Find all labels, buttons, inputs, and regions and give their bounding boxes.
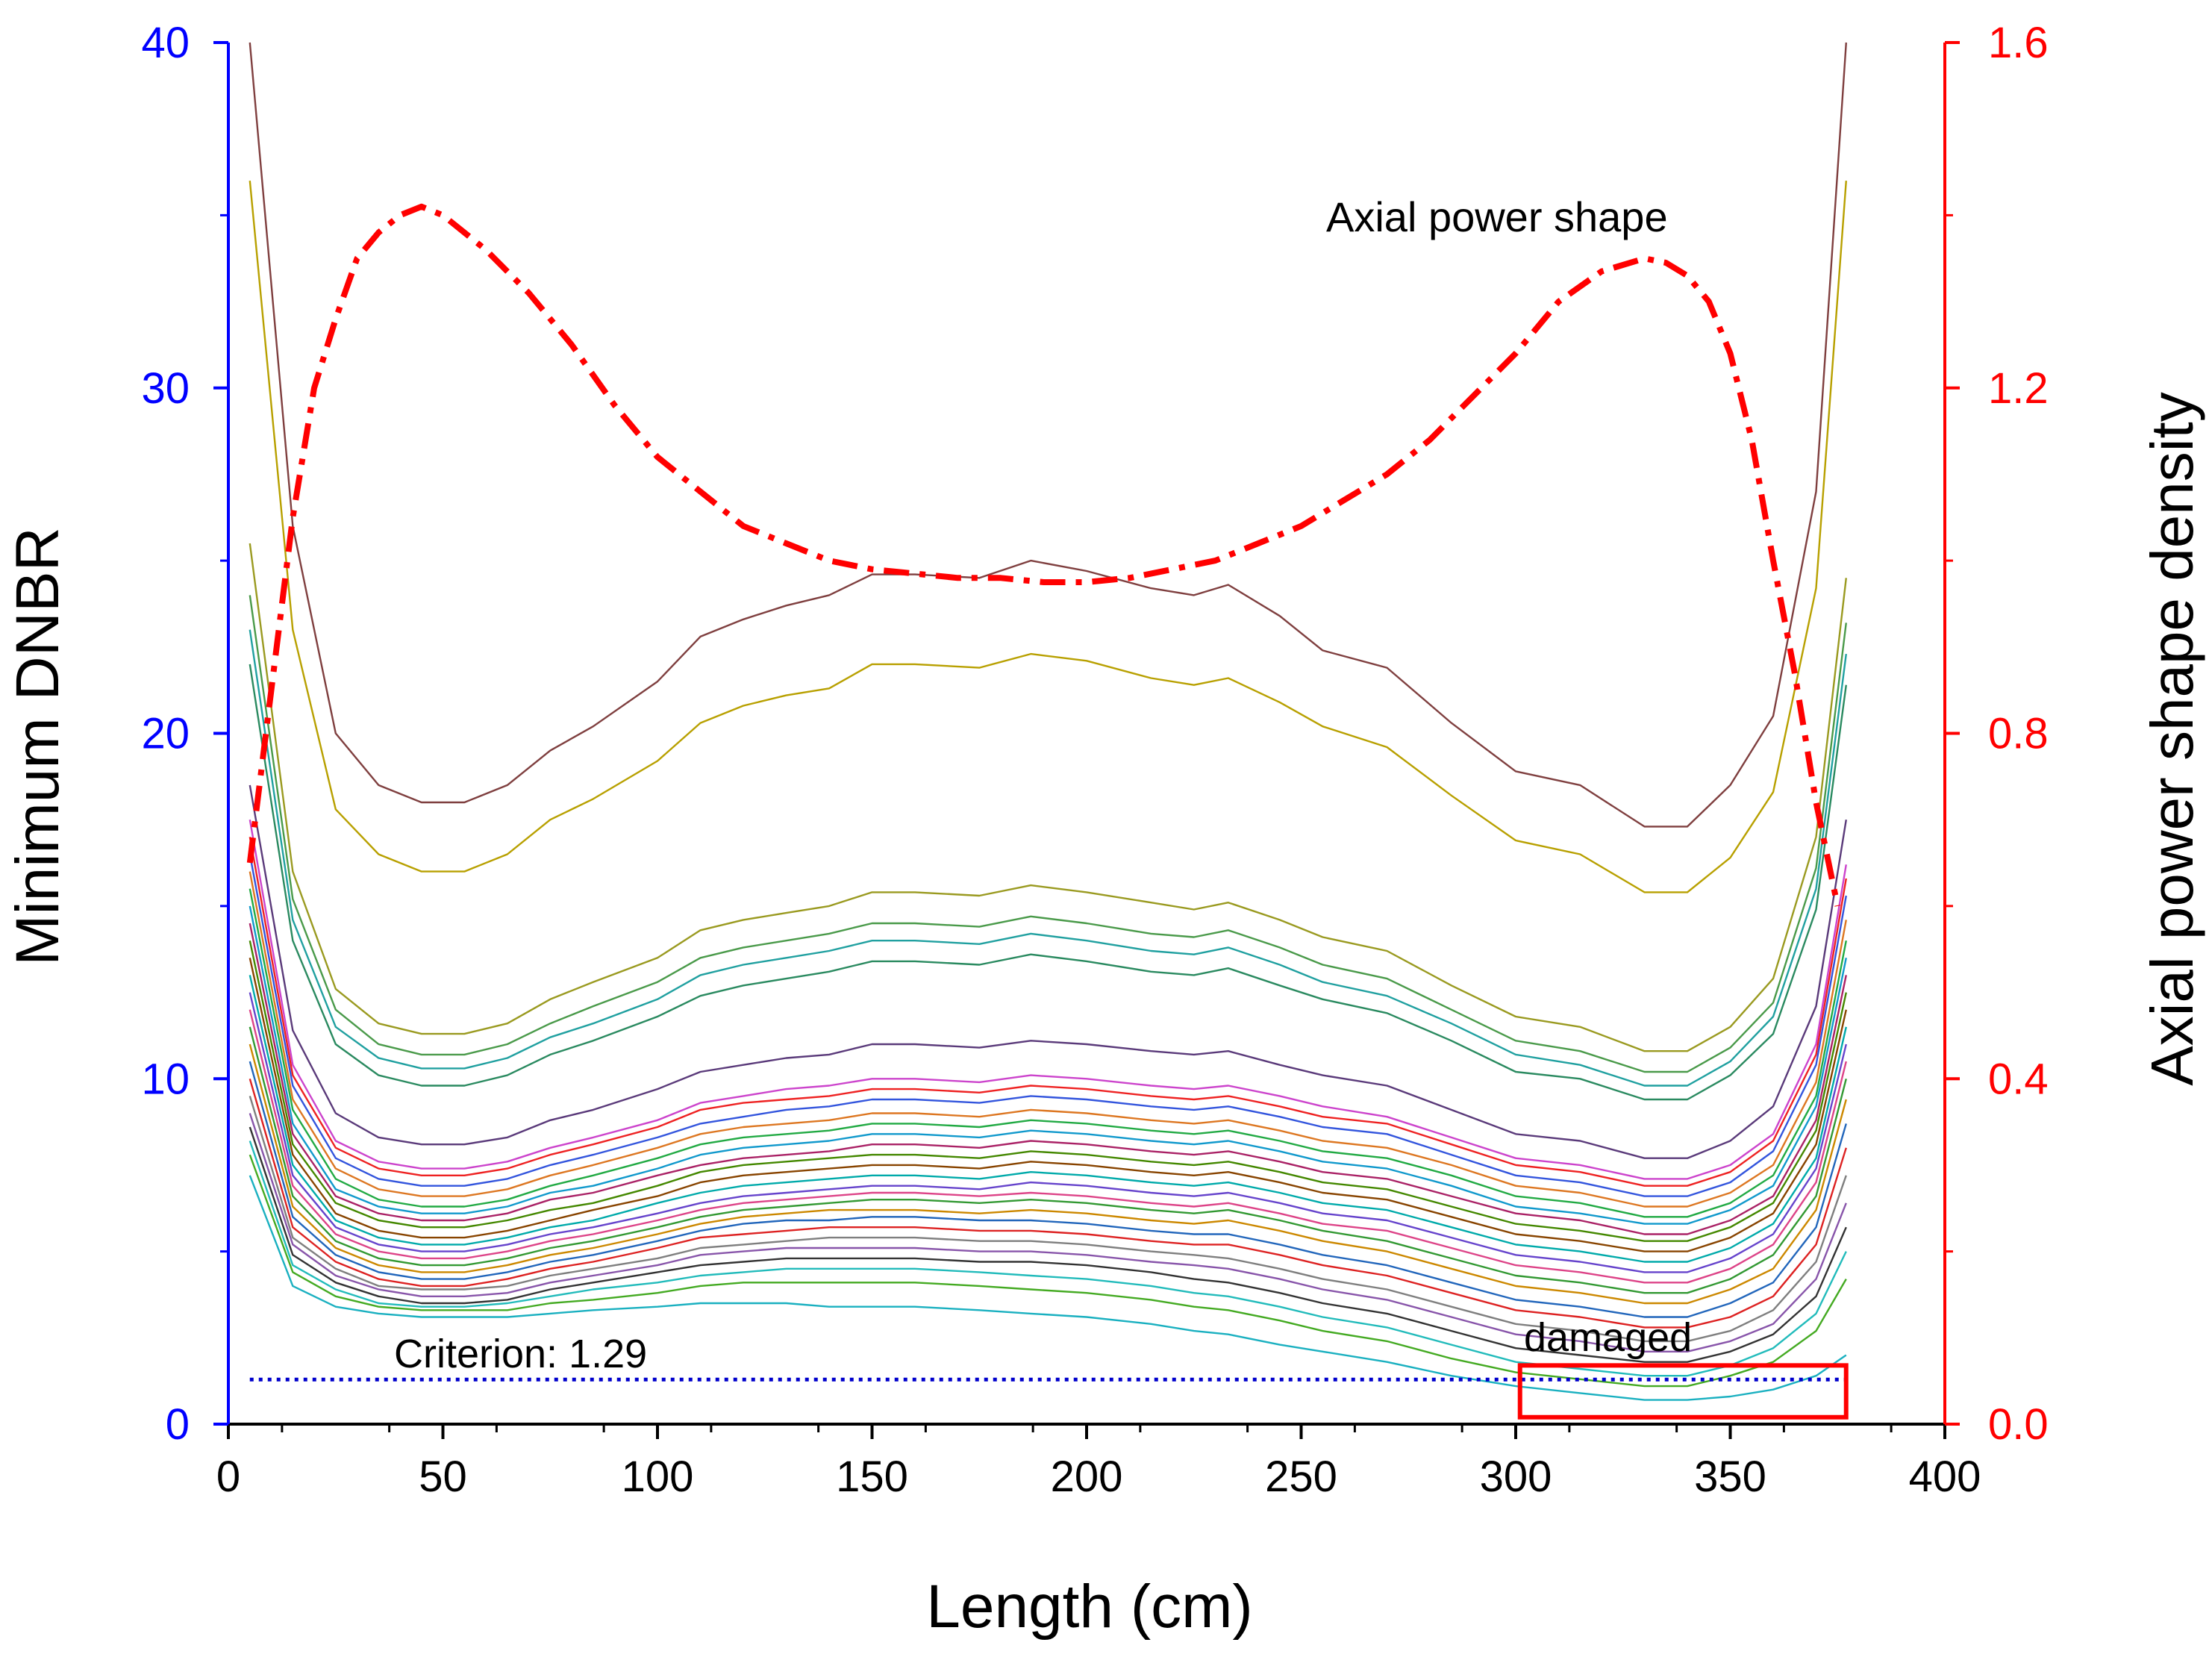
dnbr-series-line-11: [249, 871, 1847, 1208]
dnbr-series-line-12: [249, 888, 1847, 1218]
y-left-tick-label: 20: [141, 710, 190, 758]
axial-power-shape-group: [246, 203, 1841, 907]
y-left-tick-label: 40: [141, 19, 190, 67]
y-right-tick-label: 0.8: [1988, 710, 2049, 758]
dnbr-series-line-3: [249, 543, 1847, 1052]
dnbr-series-line-17: [249, 975, 1847, 1263]
y-axis-left-title: Minimum DNBR: [4, 527, 72, 966]
y-left-tick-label: 30: [141, 364, 190, 413]
x-tick-label: 300: [1480, 1452, 1552, 1501]
x-tick-label: 0: [216, 1452, 240, 1501]
y-left-tick-label: 10: [141, 1055, 190, 1103]
dnbr-series-line-26: [249, 1126, 1847, 1363]
damaged-label: damaged: [1524, 1315, 1692, 1360]
dnbr-series-line-24: [249, 1096, 1847, 1343]
axial-power-shape-label: Axial power shape: [1326, 193, 1668, 240]
dnbr-series-line-15: [249, 940, 1847, 1242]
dnbr-series-group: [249, 42, 1847, 1401]
x-axis-title: Length (cm): [926, 1573, 1253, 1641]
dnbr-series-line-6: [249, 664, 1847, 1101]
x-tick-label: 350: [1694, 1452, 1766, 1501]
dnbr-series-line-9: [249, 837, 1847, 1187]
y-right-tick-label: 1.6: [1988, 19, 2049, 67]
dnbr-series-line-18: [249, 992, 1847, 1273]
dnbr-series-line-1: [249, 42, 1847, 828]
dnbr-series-line-27: [249, 1141, 1847, 1377]
dnbr-series-line-14: [249, 923, 1847, 1235]
y-right-tick-label: 0.0: [1988, 1400, 2049, 1449]
dnbr-series-line-20: [249, 1026, 1847, 1294]
dnbr-series-line-21: [249, 1043, 1847, 1305]
dnbr-series-line-25: [249, 1113, 1847, 1353]
dnbr-series-line-22: [249, 1061, 1847, 1318]
ticks-group: 0 50 100 150 200 250 300 350 400 0 10 20 30 40 0.0 0.4 0…: [141, 19, 2048, 1501]
dnbr-series-line-5: [249, 629, 1847, 1087]
dnbr-series-line-8: [249, 819, 1847, 1180]
x-tick-label: 250: [1265, 1452, 1337, 1501]
dnbr-series-line-4: [249, 595, 1847, 1073]
y-right-tick-label: 1.2: [1988, 364, 2049, 413]
dnbr-series-line-13: [249, 905, 1847, 1225]
dnbr-series-line-2: [249, 180, 1847, 893]
dnbr-series-line-29: [249, 1175, 1847, 1401]
y-right-tick-label: 0.4: [1988, 1055, 2049, 1103]
damaged-region-box: [1517, 1363, 1849, 1420]
dnbr-series-line-16: [249, 958, 1847, 1252]
x-tick-label: 50: [419, 1452, 467, 1501]
y-axis-right-title: Axial power shape density: [2139, 392, 2205, 1085]
dnbr-series-line-28: [249, 1154, 1847, 1388]
dnbr-series-line-7: [249, 784, 1847, 1159]
axial-power-shape-line: [246, 203, 1841, 907]
x-tick-label: 400: [1909, 1452, 1981, 1501]
x-tick-label: 150: [836, 1452, 908, 1501]
x-tick-label: 100: [622, 1452, 694, 1501]
dnbr-series-line-23: [249, 1078, 1847, 1329]
x-tick-label: 200: [1051, 1452, 1123, 1501]
dnbr-series-line-10: [249, 854, 1847, 1197]
criterion-label: Criterion: 1.29: [394, 1332, 647, 1376]
y-left-tick-label: 0: [166, 1400, 190, 1449]
dnbr-series-line-19: [249, 1009, 1847, 1284]
overlay-group: [249, 1363, 1849, 1420]
